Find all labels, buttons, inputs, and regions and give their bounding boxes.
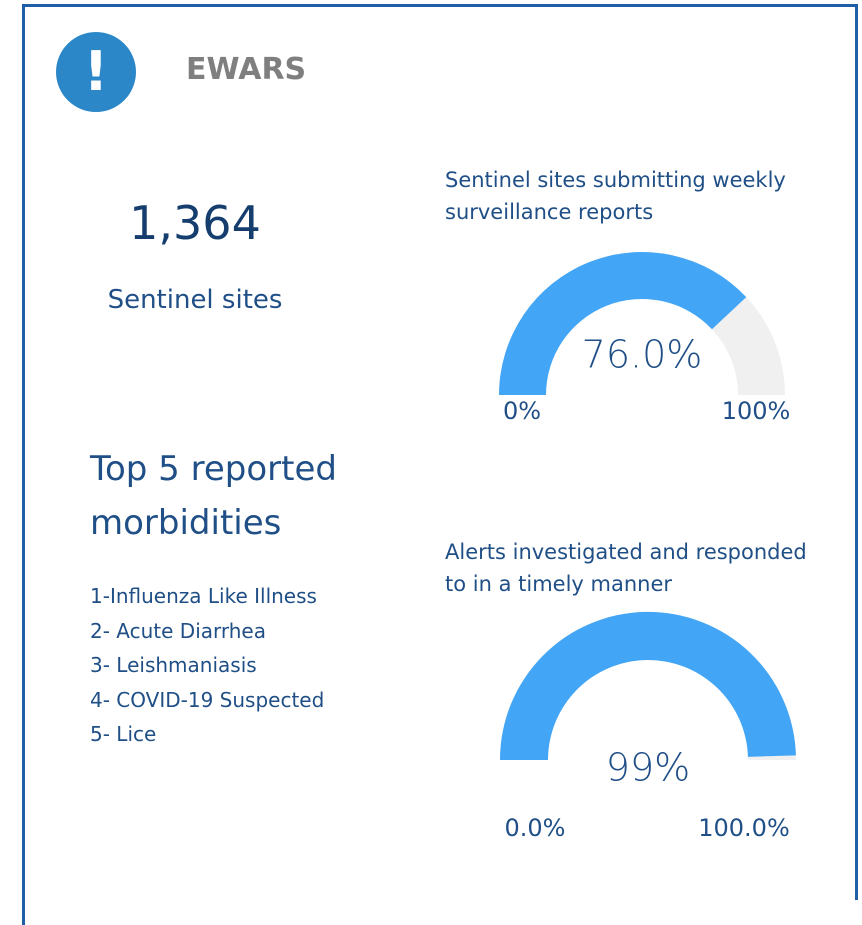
frame-right	[855, 4, 858, 900]
alert-icon: !	[56, 32, 136, 112]
morbidity-item: 3- Leishmaniasis	[90, 653, 257, 677]
sites-count: 1,364	[129, 196, 261, 250]
gauge-value-label: 76.0%	[582, 333, 703, 377]
sites-label: Sentinel sites	[107, 285, 283, 315]
gauge-value-label: 99%	[606, 746, 690, 790]
morbidity-item: 1-Influenza Like Illness	[90, 584, 317, 608]
gauge-value	[499, 611, 796, 760]
gauge-tick-label: 0%	[503, 397, 541, 425]
morbidity-item: 4- COVID-19 Suspected	[90, 687, 325, 712]
morbidity-item: 5- Lice	[90, 722, 157, 746]
frame-top	[22, 4, 858, 7]
gauge-tick-label: 100%	[722, 397, 791, 425]
gauge-title: Alerts investigated and responded to in …	[445, 540, 807, 596]
gauge-tick-label: 100.0%	[698, 814, 790, 842]
frame-left	[22, 4, 25, 925]
gauge-title: Sentinel sites submitting weekly surveil…	[445, 168, 786, 224]
gauge-value	[499, 252, 747, 395]
gauge-tick-label: 0.0%	[505, 814, 566, 842]
morbidities-title: Top 5 reported morbidities	[90, 449, 337, 543]
morbidity-item: 2- Acute Diarrhea	[90, 618, 266, 643]
header-title: EWARS	[186, 52, 307, 87]
